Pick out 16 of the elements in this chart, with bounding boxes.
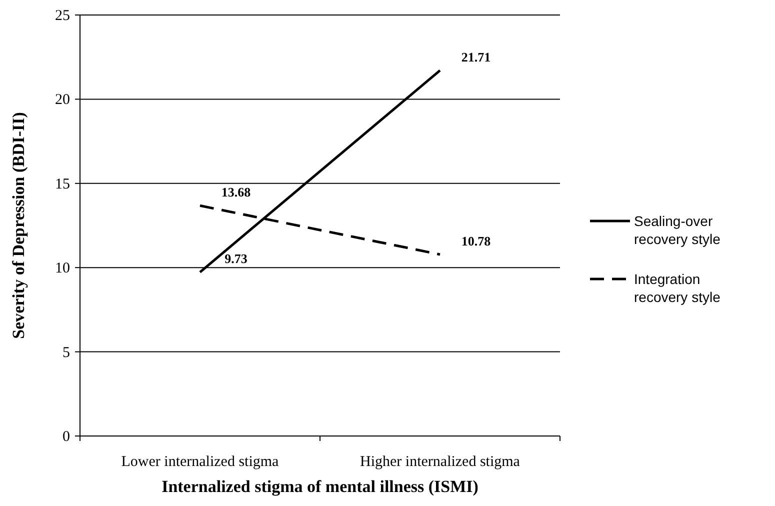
y-tick-label: 10 xyxy=(55,260,70,277)
x-tick-label: Higher internalized stigma xyxy=(360,454,520,470)
data-label: 9.73 xyxy=(224,251,248,266)
y-tick-label: 15 xyxy=(55,176,70,192)
legend-label: Integration recovery style xyxy=(634,271,721,305)
data-label: 13.68 xyxy=(221,184,252,200)
y-tick-label: 25 xyxy=(55,8,70,24)
y-tick-label: 20 xyxy=(55,92,70,108)
y-tick-label: 0 xyxy=(62,429,70,445)
x-tick-label: Lower internalized stigma xyxy=(121,454,280,470)
data-label: 10.78 xyxy=(461,233,492,248)
legend-label: Sealing-over recovery style xyxy=(634,213,721,247)
y-tick-label: 5 xyxy=(62,344,70,361)
data-label: 21.71 xyxy=(461,49,491,64)
y-axis-title: Severity of Depression (BDI-II) xyxy=(9,112,28,339)
x-axis-title: Internalized stigma of mental illness (ISMI) xyxy=(162,477,478,496)
